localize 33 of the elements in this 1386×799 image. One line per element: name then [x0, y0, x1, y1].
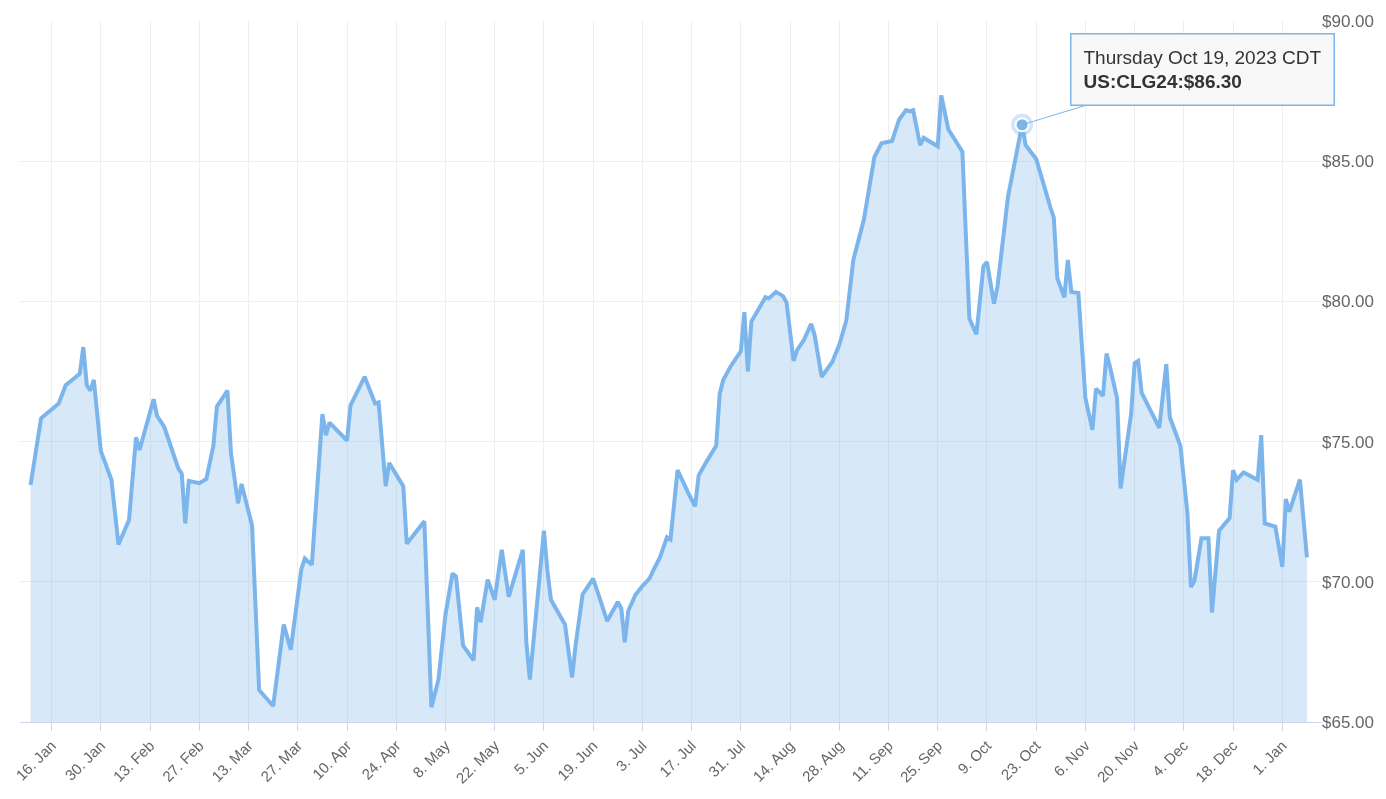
x-tick-label: 3. Jul [612, 736, 650, 775]
x-tick-label: 14. Aug [749, 736, 798, 785]
x-tick-label: 13. Feb [109, 736, 158, 785]
y-tick-label: $75.00 [1322, 432, 1374, 452]
x-tick-label: 24. Apr [358, 736, 404, 783]
x-tick-label: 20. Nov [1093, 736, 1143, 786]
x-tick-label: 4. Dec [1148, 736, 1192, 780]
x-tick-label: 19. Jun [553, 736, 601, 784]
x-tick-label: 18. Dec [1191, 736, 1241, 786]
x-tick-label: 10. Apr [308, 736, 355, 783]
y-tick-label: $85.00 [1322, 152, 1374, 172]
x-tick-label: 1. Jan [1248, 736, 1290, 778]
x-tick-label: 27. Mar [257, 736, 306, 785]
x-tick-label: 9. Oct [954, 736, 995, 778]
y-tick-label: $70.00 [1322, 572, 1374, 592]
x-tick-label: 16. Jan [12, 736, 60, 784]
x-tick-label: 13. Mar [207, 736, 256, 785]
x-tick-label: 8. May [409, 736, 454, 781]
x-tick-label: 27. Feb [158, 736, 207, 785]
x-tick-label: 6. Nov [1050, 736, 1094, 780]
x-tick-label: 25. Sep [896, 736, 946, 786]
x-tick-label: 5. Jun [510, 736, 552, 778]
x-tick-label: 28. Aug [798, 736, 847, 785]
x-tick-label: 30. Jan [61, 736, 109, 784]
x-tick-label: 23. Oct [997, 736, 1045, 784]
y-tick-label: $80.00 [1322, 292, 1374, 312]
y-tick-label: $65.00 [1322, 712, 1374, 732]
x-tick-label: 22. May [452, 736, 503, 787]
annotation: Thursday Oct 19, 2023 CDT US:CLG24:$86.30 [1083, 46, 1322, 93]
x-tick-label: 11. Sep [848, 736, 896, 785]
x-tick-label: 17. Jul [655, 736, 700, 781]
x-tick-label: 31. Jul [704, 736, 749, 781]
y-tick-label: $90.00 [1322, 11, 1374, 31]
